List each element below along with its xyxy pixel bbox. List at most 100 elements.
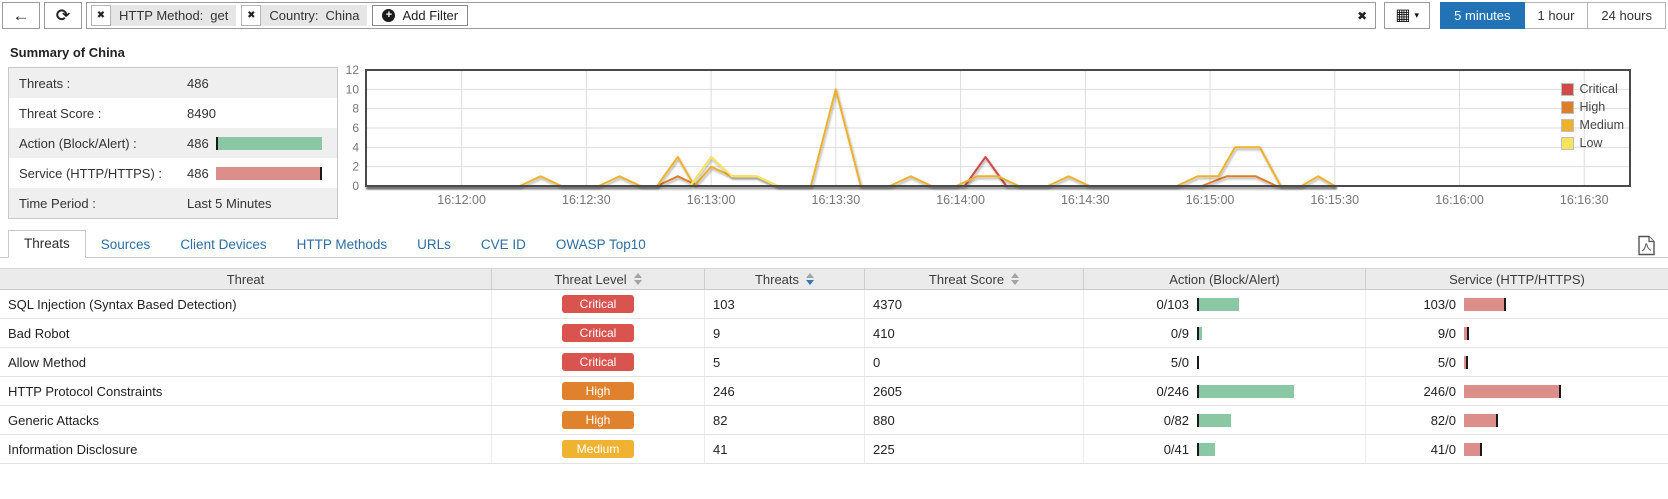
legend-swatch <box>1560 118 1574 132</box>
table-row[interactable]: HTTP Protocol Constraints High 246 2605 0/24… <box>0 377 1668 406</box>
threats-count-cell: 103 <box>705 290 865 318</box>
threat-level-badge: High <box>562 411 634 429</box>
table-row[interactable]: SQL Injection (Syntax Based Detection) Cr… <box>0 290 1668 319</box>
svg-text:6: 6 <box>352 121 359 135</box>
sort-icons[interactable] <box>1011 273 1020 285</box>
alert-bar <box>1199 384 1294 398</box>
table-row[interactable]: Allow Method Critical 5 0 5/0 5/0 <box>0 348 1668 377</box>
table-row[interactable]: Bad Robot Critical 9 410 0/9 9/0 <box>0 319 1668 348</box>
https-tick <box>1559 384 1561 398</box>
filter-label: Country: <box>269 8 319 23</box>
legend-swatch <box>1560 82 1574 96</box>
threat-cell: HTTP Protocol Constraints <box>0 377 492 405</box>
svg-text:16:13:30: 16:13:30 <box>812 193 861 207</box>
back-button[interactable]: ← <box>2 2 40 29</box>
table-view-icon: ▦ <box>1395 6 1411 24</box>
action-bar <box>1197 297 1239 311</box>
view-mode-dropdown[interactable]: ▦ ▾ <box>1384 2 1431 29</box>
https-tick <box>1495 413 1498 427</box>
threats-count-cell: 82 <box>705 406 865 434</box>
filter-label: HTTP Method: <box>119 8 204 23</box>
add-filter-button[interactable]: + Add Filter <box>372 5 469 26</box>
filter-value: China <box>325 8 360 23</box>
tab-threats[interactable]: Threats <box>8 230 86 258</box>
clear-filters-icon[interactable]: ✖ <box>1357 8 1368 23</box>
tab-urls[interactable]: URLs <box>417 237 451 252</box>
threat-score-cell: 410 <box>865 319 1084 347</box>
table-row[interactable]: Information Disclosure Medium 41 225 0/41 41/… <box>0 435 1668 464</box>
column-header-threats[interactable]: Threats <box>705 269 865 289</box>
threat-score: 0 <box>873 354 881 370</box>
action-cell: 5/0 <box>1084 348 1366 376</box>
https-tick <box>1503 297 1506 311</box>
refresh-button[interactable]: ⟳ <box>44 2 82 29</box>
sort-desc-icon <box>806 280 815 285</box>
service-cell: 5/0 <box>1366 348 1668 376</box>
https-tick <box>319 166 322 180</box>
threat-name: Bad Robot <box>8 325 70 341</box>
filter-token-body: HTTP Method: get <box>111 5 237 26</box>
action-bar <box>1197 413 1231 427</box>
summary-row-label: Threats : <box>19 75 71 91</box>
threat-score: 2605 <box>873 383 902 399</box>
column-header-action-block-alert-: Action (Block/Alert) <box>1084 269 1366 289</box>
summary-row-label: Threat Score : <box>19 105 102 121</box>
block-tick <box>1197 355 1199 369</box>
summary-row: Threats : 486 <box>9 68 337 98</box>
time-range-5-minutes[interactable]: 5 minutes <box>1440 2 1525 29</box>
chart-canvas: 0 2 4 6 8 10 12 16:12:00 16:12:30 16:13:00 16:13:3… <box>346 63 1631 207</box>
tab-owasp-top10[interactable]: OWASP Top10 <box>555 237 646 252</box>
summary-row-label: Action (Block/Alert) : <box>19 135 137 151</box>
threat-level-badge: High <box>562 382 634 400</box>
legend-item: Low <box>1560 136 1624 150</box>
http-bar <box>215 166 320 180</box>
svg-text:16:16:30: 16:16:30 <box>1560 193 1609 207</box>
action-ratio: 0/9 <box>1170 325 1189 341</box>
action-ratio: 0/82 <box>1163 412 1189 428</box>
export-pdf-icon[interactable] <box>1637 235 1656 259</box>
threat-level-badge: Medium <box>562 440 634 458</box>
service-cell: 9/0 <box>1366 319 1668 347</box>
action-ratio: 0/246 <box>1156 383 1189 399</box>
time-range-24-hours[interactable]: 24 hours <box>1588 2 1666 29</box>
http-bar <box>1464 297 1504 311</box>
refresh-icon: ⟳ <box>55 5 71 25</box>
threats-count: 5 <box>713 354 721 370</box>
time-range-1-hour[interactable]: 1 hour <box>1524 2 1589 29</box>
column-header-threat-score[interactable]: Threat Score <box>865 269 1084 289</box>
svg-text:12: 12 <box>346 63 360 77</box>
table-row[interactable]: Generic Attacks High 82 880 0/82 82/0 <box>0 406 1668 435</box>
svg-text:16:15:00: 16:15:00 <box>1186 193 1235 207</box>
tab-sources[interactable]: Sources <box>100 237 151 252</box>
summary-row-value: 486 <box>187 75 209 91</box>
svg-text:10: 10 <box>346 82 360 96</box>
column-label: Action (Block/Alert) <box>1169 271 1280 287</box>
threat-level-badge: Critical <box>562 353 634 371</box>
tab-http-methods[interactable]: HTTP Methods <box>296 237 388 252</box>
filter-bar[interactable]: ✖ HTTP Method: get ✖ Country: China + Add Fil… <box>86 2 1377 29</box>
service-bar <box>1464 442 1482 456</box>
filter-value: get <box>210 8 229 23</box>
tab-cve-id[interactable]: CVE ID <box>480 237 526 252</box>
sort-icons[interactable] <box>633 273 642 285</box>
action-bar <box>1197 326 1203 340</box>
block-tick <box>215 136 218 150</box>
column-label: Threat Score <box>928 271 1005 287</box>
remove-filter-icon[interactable]: ✖ <box>91 5 111 26</box>
sort-icons[interactable] <box>806 273 815 285</box>
legend-item: Medium <box>1560 118 1624 132</box>
tab-client-devices[interactable]: Client Devices <box>180 237 267 252</box>
legend-swatch <box>1560 100 1574 114</box>
threat-score-cell: 4370 <box>865 290 1084 318</box>
column-header-threat-level[interactable]: Threat Level <box>492 269 705 289</box>
threat-name: SQL Injection (Syntax Based Detection) <box>8 296 237 312</box>
remove-filter-icon[interactable]: ✖ <box>241 5 262 26</box>
action-bar <box>1197 384 1294 398</box>
threat-level-badge: Critical <box>562 295 634 313</box>
threat-score: 410 <box>873 325 895 341</box>
action-ratio: 0/41 <box>1163 441 1189 457</box>
action-cell: 0/41 <box>1084 435 1366 463</box>
svg-text:16:12:00: 16:12:00 <box>437 193 486 207</box>
svg-text:16:14:30: 16:14:30 <box>1061 193 1110 207</box>
column-header-service-http-https-: Service (HTTP/HTTPS) <box>1366 269 1668 289</box>
